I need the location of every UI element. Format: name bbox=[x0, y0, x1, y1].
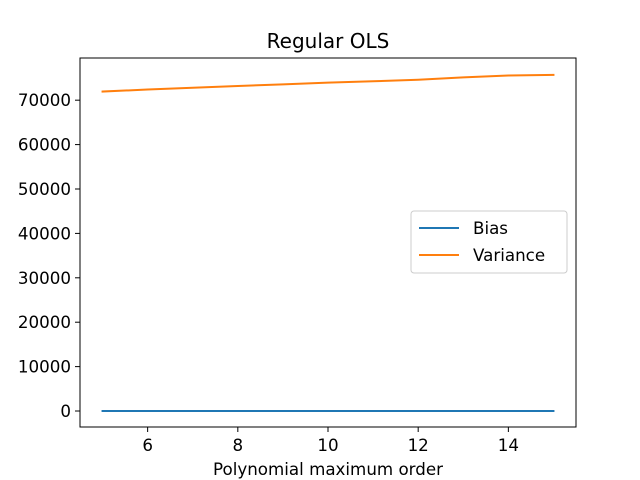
x-tick-label: 12 bbox=[408, 435, 429, 455]
legend: Bias Variance bbox=[410, 210, 568, 274]
legend-box bbox=[410, 210, 568, 274]
y-tick-label: 70000 bbox=[18, 90, 71, 110]
y-tick-label: 0 bbox=[60, 401, 71, 421]
plot-area: 6 8 10 12 14 0 10000 20000 30000 40000 50000 60000 7… bbox=[18, 57, 577, 455]
x-tick-label: 8 bbox=[233, 435, 244, 455]
legend-label-bias: Bias bbox=[473, 218, 508, 238]
chart-title: Regular OLS bbox=[267, 29, 390, 53]
y-tick-label: 10000 bbox=[18, 357, 71, 377]
y-tick-label: 30000 bbox=[18, 268, 71, 288]
x-tick-label: 14 bbox=[498, 435, 519, 455]
y-tick-label: 60000 bbox=[18, 135, 71, 155]
y-tick-label: 20000 bbox=[18, 312, 71, 332]
y-tick-label: 50000 bbox=[18, 179, 71, 199]
series-line-variance bbox=[101, 73, 555, 93]
x-axis-label: Polynomial maximum order bbox=[213, 459, 443, 479]
legend-label-variance: Variance bbox=[473, 245, 545, 265]
y-tick-label: 40000 bbox=[18, 223, 71, 243]
x-tick-label: 10 bbox=[317, 435, 338, 455]
x-tick-label: 6 bbox=[142, 435, 153, 455]
